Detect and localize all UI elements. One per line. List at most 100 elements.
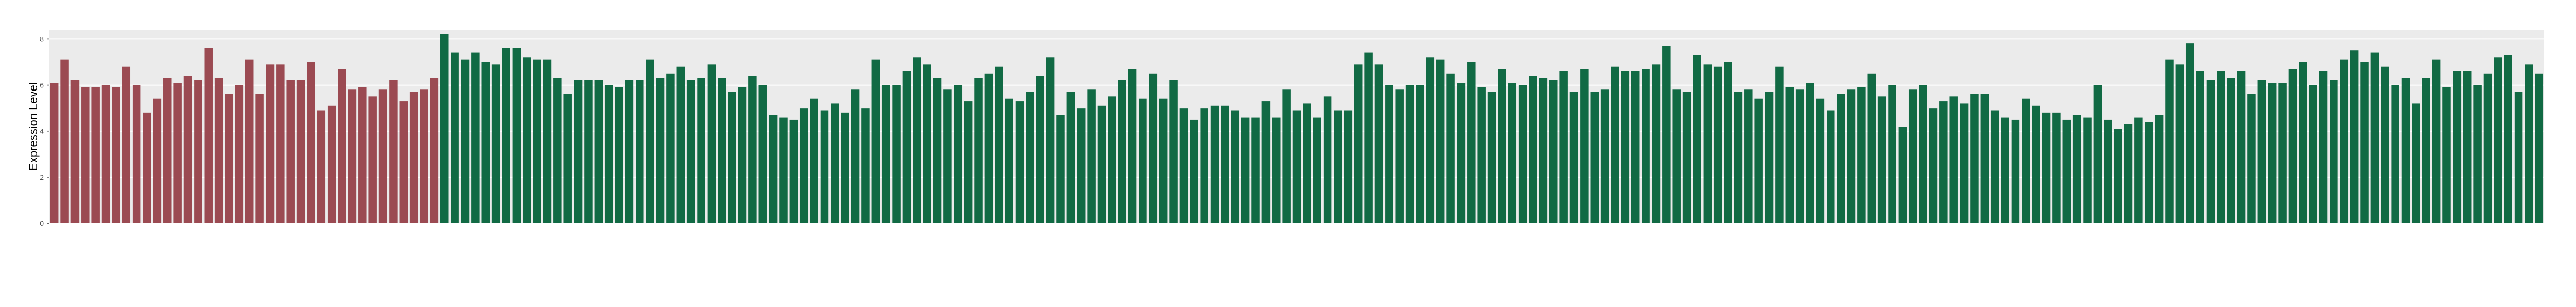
bar bbox=[2093, 85, 2102, 224]
bar bbox=[1395, 89, 1404, 223]
bar bbox=[338, 69, 346, 224]
bar bbox=[2309, 85, 2317, 224]
bar bbox=[1457, 83, 1466, 223]
y-tick-label: 0 bbox=[40, 219, 44, 228]
bar bbox=[2483, 73, 2492, 224]
bar bbox=[481, 62, 490, 223]
bar bbox=[543, 59, 552, 224]
bar bbox=[1374, 64, 1383, 223]
bar bbox=[995, 66, 1003, 223]
bar bbox=[1066, 92, 1075, 223]
bar bbox=[1026, 92, 1034, 223]
bar bbox=[255, 94, 264, 223]
bar bbox=[974, 78, 983, 223]
bar bbox=[656, 78, 665, 223]
bar bbox=[317, 110, 326, 223]
bar bbox=[1272, 117, 1281, 223]
bar bbox=[1436, 59, 1445, 224]
bar bbox=[1251, 117, 1260, 223]
bar bbox=[2155, 115, 2164, 223]
bar bbox=[2412, 103, 2420, 223]
bar bbox=[1241, 117, 1250, 223]
bar bbox=[1569, 92, 1578, 223]
bar bbox=[430, 78, 439, 223]
bar bbox=[266, 64, 275, 223]
bar bbox=[1508, 83, 1517, 223]
bar bbox=[1303, 103, 1311, 223]
bar bbox=[1518, 85, 1527, 224]
bar bbox=[1159, 98, 1168, 223]
bar bbox=[769, 115, 778, 223]
bar bbox=[2134, 117, 2143, 223]
bar bbox=[1795, 89, 1804, 223]
bar bbox=[1385, 85, 1393, 224]
bar bbox=[1672, 89, 1681, 223]
bar bbox=[984, 73, 993, 224]
bar bbox=[2319, 71, 2328, 223]
bar bbox=[2114, 129, 2122, 223]
bar bbox=[245, 59, 254, 224]
bar bbox=[327, 105, 336, 223]
bar bbox=[892, 85, 901, 224]
bar bbox=[1323, 96, 1332, 223]
bar bbox=[1600, 89, 1609, 223]
bar bbox=[1056, 115, 1065, 223]
bar bbox=[2227, 78, 2235, 223]
bar bbox=[296, 80, 305, 223]
bar bbox=[954, 85, 963, 224]
bar bbox=[574, 80, 583, 223]
bar bbox=[1621, 71, 1630, 223]
bar bbox=[533, 59, 541, 224]
bar bbox=[1446, 73, 1455, 224]
bar bbox=[471, 52, 480, 224]
bar bbox=[1364, 52, 1373, 224]
bar bbox=[91, 87, 100, 223]
bar bbox=[2401, 78, 2410, 223]
bar bbox=[2494, 57, 2502, 224]
bar bbox=[1590, 92, 1599, 223]
bar bbox=[2104, 119, 2112, 223]
bar bbox=[368, 96, 377, 223]
bar bbox=[1221, 105, 1229, 223]
bar bbox=[1929, 108, 1938, 223]
bar bbox=[1231, 110, 1240, 223]
bar bbox=[1077, 108, 1086, 223]
bar bbox=[1015, 101, 1024, 223]
bar bbox=[1631, 71, 1640, 223]
bar bbox=[2340, 59, 2349, 224]
bar bbox=[1898, 127, 1907, 223]
bar bbox=[183, 76, 192, 223]
bar bbox=[1611, 66, 1619, 223]
y-tick-label: 8 bbox=[40, 34, 44, 43]
bar bbox=[225, 94, 233, 223]
bar bbox=[1261, 101, 1271, 223]
bar bbox=[1990, 110, 1999, 223]
bar bbox=[861, 108, 870, 223]
bar bbox=[122, 66, 131, 223]
bar bbox=[2217, 71, 2225, 223]
bar bbox=[2175, 64, 2184, 223]
bar bbox=[132, 85, 141, 224]
bar bbox=[594, 80, 603, 223]
bar bbox=[1477, 87, 1486, 223]
bar bbox=[50, 83, 59, 223]
bar bbox=[2268, 83, 2277, 223]
bar bbox=[409, 92, 418, 223]
bar bbox=[563, 94, 572, 223]
bar bbox=[1703, 64, 1712, 223]
bar bbox=[584, 80, 593, 223]
bar bbox=[1405, 85, 1414, 224]
y-axis-label: Expression Level bbox=[27, 82, 40, 171]
bar bbox=[1857, 87, 1866, 223]
bar bbox=[1179, 108, 1188, 223]
bar bbox=[636, 80, 644, 223]
bar bbox=[1128, 69, 1137, 224]
bar bbox=[2237, 71, 2246, 223]
y-tick-label: 2 bbox=[40, 173, 44, 182]
bar bbox=[2422, 78, 2430, 223]
bar bbox=[2514, 92, 2523, 223]
bar bbox=[1190, 119, 1198, 223]
bar bbox=[235, 85, 244, 224]
bar bbox=[163, 78, 172, 223]
bar bbox=[2381, 66, 2389, 223]
